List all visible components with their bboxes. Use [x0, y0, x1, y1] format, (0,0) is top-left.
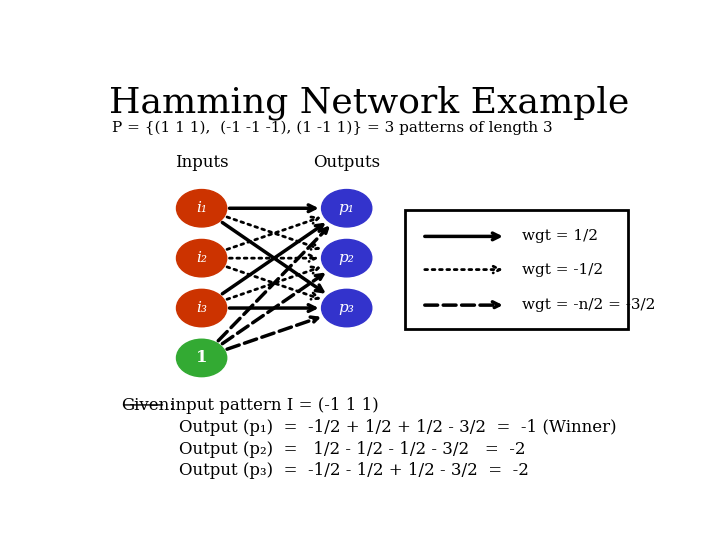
Circle shape: [322, 289, 372, 327]
Circle shape: [322, 239, 372, 277]
Text: wgt = -1/2: wgt = -1/2: [523, 262, 603, 276]
Text: input pattern I = (-1 1 1): input pattern I = (-1 1 1): [166, 397, 379, 414]
Text: P = {(1 1 1),  (-1 -1 -1), (1 -1 1)} = 3 patterns of length 3: P = {(1 1 1), (-1 -1 -1), (1 -1 1)} = 3 …: [112, 121, 553, 136]
Text: i₂: i₂: [196, 251, 207, 265]
Circle shape: [176, 339, 227, 377]
Circle shape: [176, 190, 227, 227]
Circle shape: [176, 239, 227, 277]
Text: p₁: p₁: [338, 201, 355, 215]
Text: i₁: i₁: [196, 201, 207, 215]
Text: Inputs: Inputs: [175, 154, 228, 171]
Text: Output (p₂)  =   1/2 - 1/2 - 1/2 - 3/2   =  -2: Output (p₂) = 1/2 - 1/2 - 1/2 - 3/2 = -2: [179, 441, 526, 458]
Text: Outputs: Outputs: [313, 154, 380, 171]
Text: Hamming Network Example: Hamming Network Example: [109, 85, 629, 120]
Text: 1: 1: [196, 349, 207, 367]
Text: Output (p₃)  =  -1/2 - 1/2 + 1/2 - 3/2  =  -2: Output (p₃) = -1/2 - 1/2 + 1/2 - 3/2 = -…: [179, 462, 529, 480]
Text: Given:: Given:: [121, 397, 174, 414]
Text: wgt = -n/2 = -3/2: wgt = -n/2 = -3/2: [523, 298, 656, 312]
Text: p₃: p₃: [338, 301, 355, 315]
Circle shape: [176, 289, 227, 327]
Text: Output (p₁)  =  -1/2 + 1/2 + 1/2 - 3/2  =  -1 (Winner): Output (p₁) = -1/2 + 1/2 + 1/2 - 3/2 = -…: [179, 419, 617, 436]
Circle shape: [322, 190, 372, 227]
Text: p₂: p₂: [338, 251, 355, 265]
Text: i₃: i₃: [196, 301, 207, 315]
FancyBboxPatch shape: [405, 211, 629, 329]
Text: wgt = 1/2: wgt = 1/2: [523, 230, 598, 244]
